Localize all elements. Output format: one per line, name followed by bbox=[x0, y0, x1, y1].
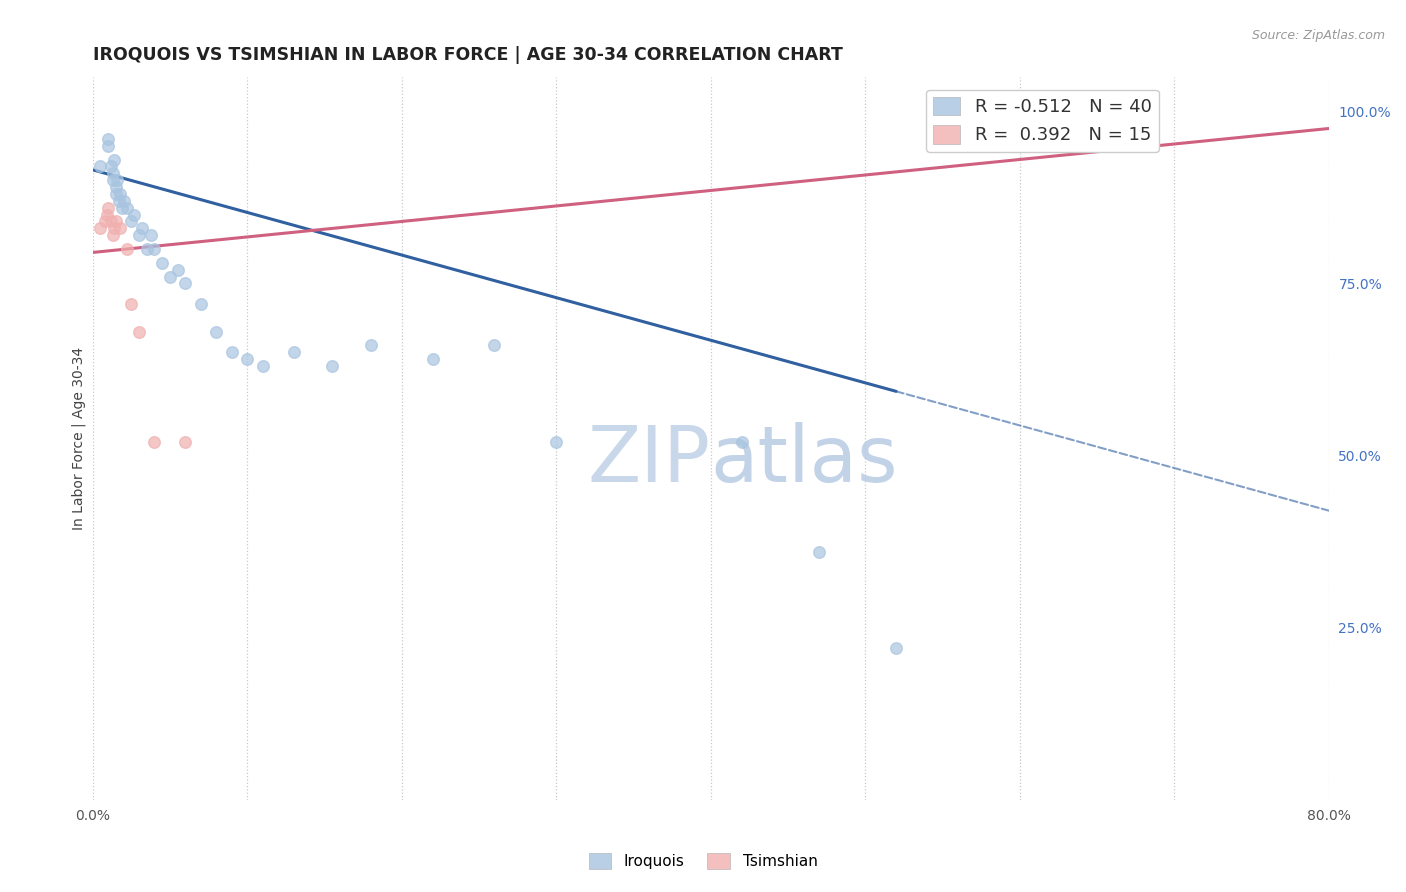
Point bbox=[135, 242, 157, 256]
Point bbox=[100, 214, 122, 228]
Point bbox=[174, 277, 197, 291]
Point bbox=[1132, 138, 1154, 153]
Point bbox=[422, 352, 444, 367]
Point bbox=[110, 221, 132, 235]
Point bbox=[166, 262, 188, 277]
Point bbox=[111, 201, 134, 215]
Point bbox=[884, 641, 907, 656]
Point bbox=[120, 297, 142, 311]
Point bbox=[112, 194, 135, 208]
Point bbox=[221, 345, 243, 359]
Point bbox=[89, 221, 111, 235]
Point bbox=[730, 434, 752, 449]
Point bbox=[174, 434, 197, 449]
Point bbox=[89, 160, 111, 174]
Point bbox=[150, 256, 173, 270]
Point bbox=[97, 201, 120, 215]
Point bbox=[96, 208, 118, 222]
Point bbox=[101, 166, 124, 180]
Point bbox=[101, 173, 124, 187]
Point bbox=[97, 132, 120, 146]
Point bbox=[103, 153, 125, 167]
Point bbox=[115, 242, 138, 256]
Legend: Iroquois, Tsimshian: Iroquois, Tsimshian bbox=[582, 847, 824, 875]
Point bbox=[110, 186, 132, 201]
Text: atlas: atlas bbox=[710, 422, 898, 498]
Point bbox=[128, 325, 150, 339]
Point bbox=[124, 208, 146, 222]
Point bbox=[252, 359, 274, 373]
Point bbox=[236, 352, 259, 367]
Y-axis label: In Labor Force | Age 30-34: In Labor Force | Age 30-34 bbox=[72, 347, 86, 530]
Point bbox=[205, 325, 228, 339]
Point bbox=[115, 201, 138, 215]
Point bbox=[104, 186, 127, 201]
Point bbox=[143, 242, 166, 256]
Point bbox=[100, 160, 122, 174]
Point bbox=[159, 269, 181, 284]
Point bbox=[103, 221, 125, 235]
Point bbox=[107, 173, 129, 187]
Text: IROQUOIS VS TSIMSHIAN IN LABOR FORCE | AGE 30-34 CORRELATION CHART: IROQUOIS VS TSIMSHIAN IN LABOR FORCE | A… bbox=[93, 46, 842, 64]
Legend: R = -0.512   N = 40, R =  0.392   N = 15: R = -0.512 N = 40, R = 0.392 N = 15 bbox=[927, 89, 1159, 152]
Point bbox=[128, 228, 150, 243]
Point bbox=[108, 194, 131, 208]
Point bbox=[484, 338, 506, 352]
Point bbox=[97, 138, 120, 153]
Point bbox=[807, 545, 830, 559]
Point bbox=[131, 221, 153, 235]
Text: Source: ZipAtlas.com: Source: ZipAtlas.com bbox=[1251, 29, 1385, 42]
Point bbox=[104, 214, 127, 228]
Point bbox=[360, 338, 382, 352]
Point bbox=[321, 359, 343, 373]
Point bbox=[546, 434, 568, 449]
Point bbox=[104, 180, 127, 194]
Point bbox=[283, 345, 305, 359]
Text: ZIP: ZIP bbox=[588, 422, 710, 498]
Point bbox=[143, 434, 166, 449]
Point bbox=[141, 228, 163, 243]
Point bbox=[94, 214, 117, 228]
Point bbox=[120, 214, 142, 228]
Point bbox=[190, 297, 212, 311]
Point bbox=[101, 228, 124, 243]
